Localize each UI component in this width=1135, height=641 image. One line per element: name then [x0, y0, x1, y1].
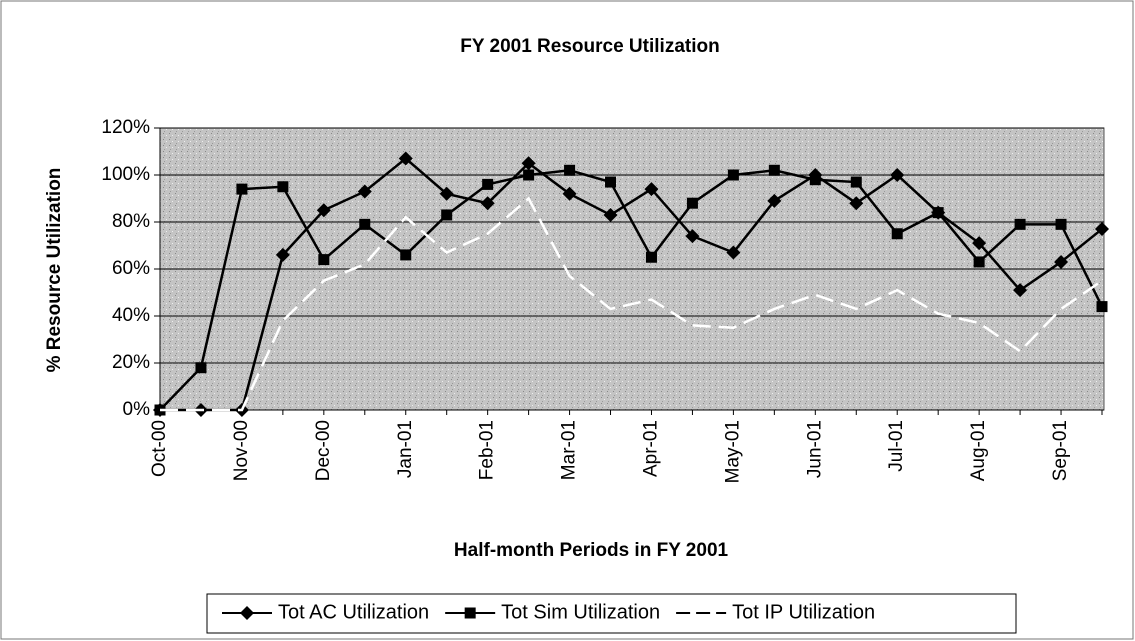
- y-tick-label: 100%: [101, 164, 150, 185]
- marker: [1013, 283, 1028, 298]
- legend-label: Tot AC Utilization: [278, 601, 429, 623]
- marker: [562, 186, 577, 201]
- marker: [236, 183, 248, 195]
- marker: [603, 207, 618, 222]
- marker: [972, 236, 987, 251]
- marker: [277, 181, 289, 193]
- marker: [400, 249, 412, 261]
- marker: [644, 182, 659, 197]
- marker: [240, 606, 254, 620]
- x-tick-label: Jul-01: [886, 420, 907, 472]
- marker: [686, 197, 698, 209]
- x-tick-label: Mar-01: [559, 420, 580, 480]
- marker: [890, 168, 905, 182]
- marker: [605, 176, 617, 188]
- marker: [482, 178, 494, 190]
- marker: [645, 251, 657, 263]
- marker: [523, 169, 535, 181]
- marker: [768, 164, 780, 176]
- marker: [727, 169, 739, 181]
- marker: [441, 209, 453, 221]
- marker: [1055, 218, 1067, 230]
- marker: [767, 193, 782, 208]
- marker: [564, 164, 576, 176]
- y-tick-label: 60%: [112, 258, 150, 279]
- marker: [464, 607, 476, 619]
- x-tick-label: Aug-01: [968, 420, 989, 481]
- x-tick-label: Dec-00: [313, 420, 334, 481]
- x-tick-label: May-01: [722, 420, 743, 483]
- marker: [1096, 301, 1108, 313]
- marker: [891, 228, 903, 240]
- legend-label: Tot IP Utilization: [732, 601, 875, 623]
- marker: [726, 245, 741, 260]
- marker: [275, 247, 290, 262]
- x-tick-label: Apr-01: [640, 420, 661, 477]
- chart-title: FY 2001 Resource Utilization: [460, 36, 719, 57]
- y-tick-label: 80%: [112, 211, 150, 232]
- y-tick-label: 20%: [112, 352, 150, 373]
- marker: [318, 254, 330, 266]
- x-tick-label: Nov-00: [231, 420, 252, 481]
- x-tick-label: Jan-01: [395, 420, 416, 478]
- x-tick-label: Sep-01: [1050, 420, 1071, 481]
- marker: [357, 184, 372, 199]
- marker: [480, 196, 495, 211]
- series-line: [159, 169, 1104, 411]
- y-axis-title: % Resource Utilization: [44, 168, 65, 373]
- y-tick-label: 120%: [101, 117, 150, 138]
- y-tick-label: 0%: [123, 399, 151, 420]
- y-tick-label: 40%: [112, 305, 150, 326]
- marker: [850, 176, 862, 188]
- marker: [1095, 222, 1109, 237]
- marker: [809, 174, 821, 186]
- marker: [1054, 254, 1069, 269]
- marker: [849, 196, 864, 211]
- marker: [521, 156, 536, 171]
- legend-label: Tot Sim Utilization: [501, 601, 660, 623]
- marker: [398, 151, 413, 166]
- x-tick-label: Oct-00: [149, 420, 170, 477]
- marker: [439, 186, 454, 201]
- marker: [932, 207, 944, 219]
- legend: [206, 593, 1017, 634]
- x-axis-title: Half-month Periods in FY 2001: [454, 540, 729, 561]
- marker: [195, 362, 207, 374]
- marker: [316, 203, 331, 218]
- x-tick-label: Feb-01: [477, 420, 498, 480]
- marker: [685, 229, 700, 244]
- series-line: [160, 156, 1103, 412]
- x-tick-label: Jun-01: [804, 420, 825, 478]
- marker: [1014, 218, 1026, 230]
- marker: [359, 218, 371, 230]
- series-line: [160, 196, 1103, 412]
- marker: [973, 256, 985, 268]
